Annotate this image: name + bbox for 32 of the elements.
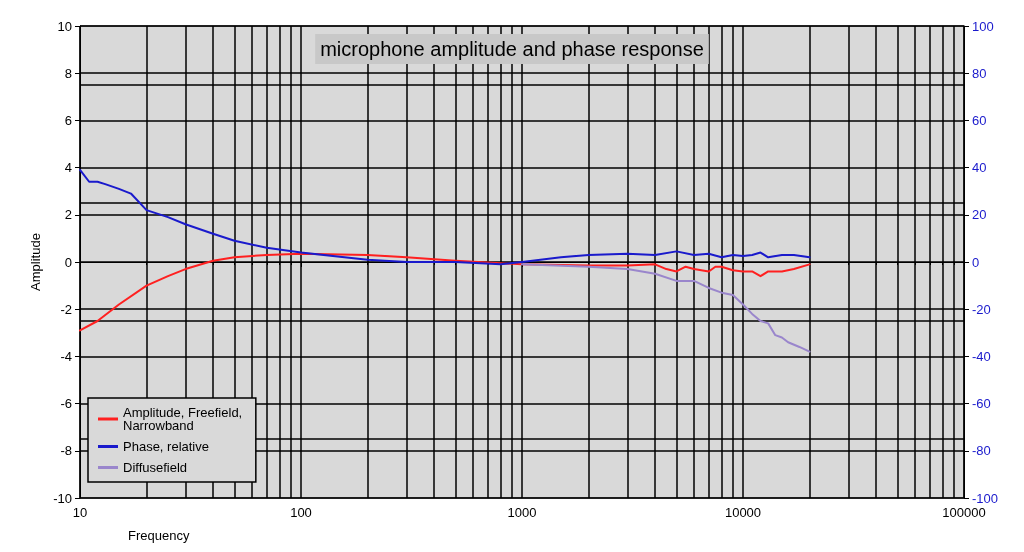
x-tick-label: 10000 [724,505,762,520]
y-tick-label: -2 [60,301,72,317]
y2-tick-label: 20 [972,207,987,223]
y-tick-label: 6 [64,112,72,128]
y2-tick-label: 0 [972,254,980,270]
y2-tick-label: -60 [972,396,991,412]
y-tick-label: 10 [57,18,72,34]
x-tick-label: 100000 [942,505,986,520]
y-tick-label: 8 [64,65,72,81]
y-tick-label: 4 [64,160,72,176]
y2-tick-label: 60 [972,112,987,128]
x-axis-title: Frequency [128,528,190,543]
y-tick-label: -10 [53,490,72,506]
x-tick-label: 1000 [507,505,537,520]
y2-tick-label: 40 [972,160,987,176]
y-tick-label: -8 [60,443,72,459]
y2-tick-label: -20 [972,301,991,317]
y2-tick-label: -100 [972,490,999,506]
text: microphone amplitude and phase response [320,38,704,60]
y2-tick-label: -40 [972,348,991,364]
legend-label: Phase, relative [123,439,209,454]
y-axis-title: Amplitude [28,233,44,291]
y-tick-label: 0 [64,254,72,270]
y-tick-label: 2 [64,207,72,223]
x-tick-label: 100 [290,505,312,520]
y2-tick-label: -80 [972,443,991,459]
y2-tick-label: 80 [972,65,987,81]
legend-label: Amplitude, Freefield, Narrowband [123,405,246,433]
y2-tick-label: 100 [972,18,994,34]
y-tick-label: -4 [60,348,72,364]
y-tick-label: -6 [60,396,72,412]
legend-label: Diffusefield [123,460,188,475]
